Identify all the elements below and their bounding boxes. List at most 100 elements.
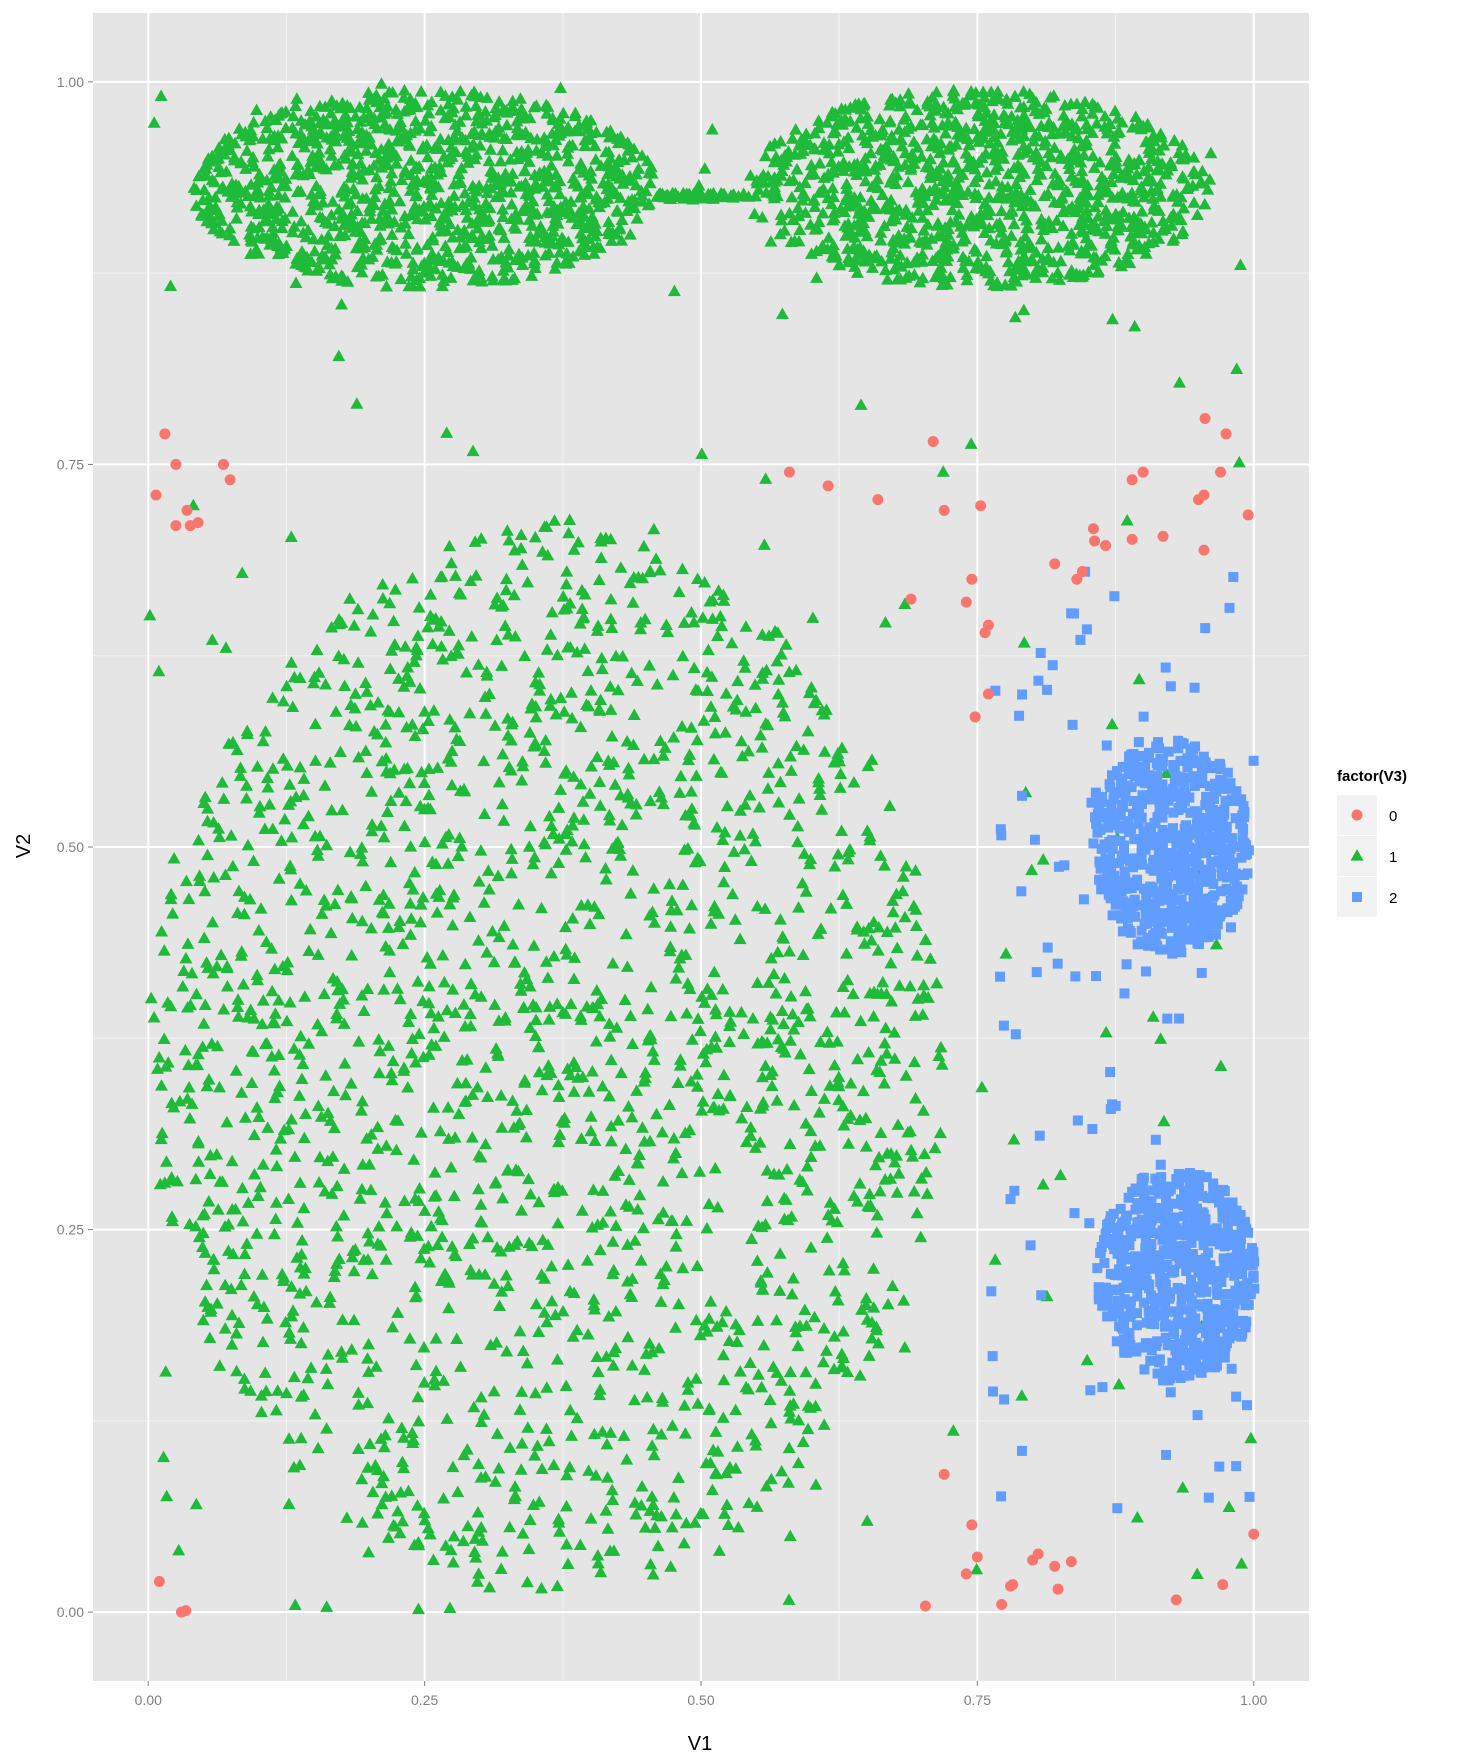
point-series-1 <box>366 250 380 262</box>
point-series-1 <box>822 138 836 150</box>
point-series-1 <box>279 179 293 192</box>
point-series-1 <box>654 1295 668 1307</box>
point-series-1 <box>303 922 317 935</box>
point-series-1 <box>990 191 1004 204</box>
point-series-1 <box>383 596 397 609</box>
point-series-1 <box>450 1076 464 1089</box>
point-series-1 <box>267 1227 281 1240</box>
point-series-1 <box>686 192 700 205</box>
point-series-1 <box>864 123 878 136</box>
point-series-1 <box>899 860 913 872</box>
point-series-1 <box>808 142 822 155</box>
point-series-2 <box>1109 789 1120 800</box>
point-series-1 <box>1073 268 1087 281</box>
point-series-1 <box>363 698 377 711</box>
point-series-1 <box>536 180 550 192</box>
point-series-1 <box>1139 247 1153 259</box>
point-series-1 <box>1014 161 1028 174</box>
point-series-1 <box>584 1124 598 1137</box>
point-series-1 <box>717 594 731 606</box>
point-series-1 <box>1005 205 1019 217</box>
point-series-1 <box>711 1445 725 1457</box>
point-series-1 <box>450 124 464 136</box>
point-series-1 <box>620 734 634 747</box>
point-series-2 <box>1123 854 1134 865</box>
point-series-1 <box>582 1464 596 1476</box>
point-series-2 <box>1168 807 1179 818</box>
point-series-1 <box>1112 125 1126 137</box>
point-series-1 <box>552 1525 566 1537</box>
point-series-1 <box>629 178 643 191</box>
point-series-1 <box>240 727 254 740</box>
point-series-1 <box>589 1469 603 1481</box>
point-series-1 <box>843 114 857 127</box>
point-series-1 <box>407 655 421 667</box>
point-series-1 <box>782 1441 796 1454</box>
point-series-1 <box>560 1537 574 1550</box>
point-series-1 <box>877 1077 891 1089</box>
point-series-2 <box>1222 783 1233 794</box>
point-series-1 <box>764 1022 778 1035</box>
point-series-1 <box>707 965 721 978</box>
point-series-1 <box>430 906 444 918</box>
point-series-1 <box>1112 1377 1126 1390</box>
point-series-2 <box>1192 808 1203 819</box>
point-series-1 <box>706 612 720 624</box>
point-series-1 <box>203 1167 217 1179</box>
point-series-1 <box>599 872 613 885</box>
point-series-1 <box>862 921 876 934</box>
point-series-1 <box>712 584 726 596</box>
point-series-1 <box>144 991 158 1004</box>
point-series-1 <box>708 710 722 723</box>
point-series-1 <box>506 1094 520 1106</box>
point-series-1 <box>307 676 321 689</box>
point-series-1 <box>330 1179 344 1192</box>
point-series-1 <box>196 208 210 220</box>
point-series-1 <box>1121 247 1135 260</box>
point-series-1 <box>793 1047 807 1060</box>
point-series-1 <box>392 920 406 933</box>
point-series-1 <box>661 625 675 638</box>
point-series-1 <box>568 951 582 963</box>
point-series-1 <box>614 849 628 861</box>
point-series-1 <box>364 137 378 150</box>
point-series-1 <box>282 1326 296 1338</box>
point-series-1 <box>770 1094 784 1106</box>
point-series-1 <box>403 776 417 789</box>
point-series-1 <box>360 766 374 779</box>
point-series-1 <box>920 1187 934 1199</box>
point-series-1 <box>433 215 447 228</box>
point-series-1 <box>410 187 424 200</box>
point-series-1 <box>226 859 240 872</box>
point-series-2 <box>1220 845 1231 856</box>
point-series-2 <box>1176 737 1187 748</box>
point-series-1 <box>790 739 804 752</box>
point-series-1 <box>590 240 604 252</box>
point-series-2 <box>1117 877 1128 888</box>
point-series-2 <box>1118 847 1129 858</box>
point-series-1 <box>659 618 673 630</box>
point-series-2 <box>1136 834 1147 845</box>
point-series-1 <box>604 703 618 715</box>
point-series-1 <box>1009 177 1023 190</box>
point-series-1 <box>827 251 841 263</box>
point-series-2 <box>1130 856 1141 867</box>
point-series-1 <box>883 799 897 811</box>
point-series-1 <box>335 616 349 628</box>
point-series-1 <box>196 1313 210 1326</box>
point-series-1 <box>961 160 975 173</box>
point-series-1 <box>837 156 851 168</box>
point-series-1 <box>1190 1567 1204 1580</box>
point-series-1 <box>1146 235 1160 248</box>
point-series-1 <box>630 674 644 686</box>
point-series-2 <box>1170 856 1181 867</box>
point-series-1 <box>798 176 812 189</box>
point-series-1 <box>268 1016 282 1029</box>
point-series-1 <box>472 875 486 887</box>
point-series-1 <box>602 160 616 172</box>
point-series-1 <box>840 1365 854 1377</box>
point-series-1 <box>778 971 792 984</box>
point-series-1 <box>980 249 994 262</box>
point-series-1 <box>571 179 585 192</box>
point-series-1 <box>468 1532 482 1544</box>
